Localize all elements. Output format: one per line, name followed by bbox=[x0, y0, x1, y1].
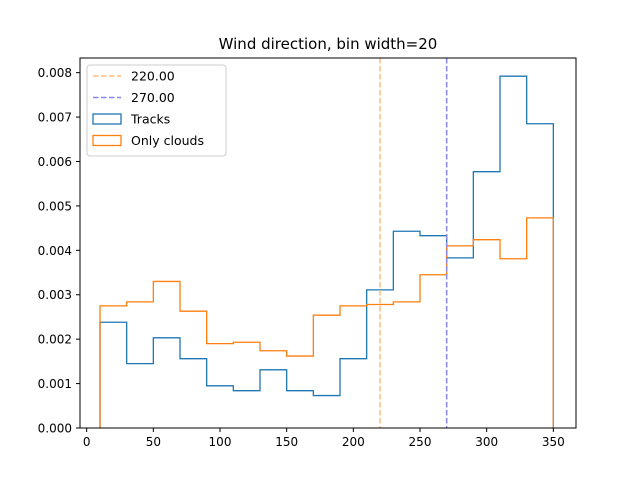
x-tick-label: 0 bbox=[83, 435, 91, 449]
y-tick-label: 0.004 bbox=[38, 244, 72, 258]
x-tick-label: 150 bbox=[275, 435, 298, 449]
legend-box bbox=[86, 64, 227, 157]
y-tick-label: 0.003 bbox=[38, 288, 72, 302]
legend-swatch-patch bbox=[92, 113, 122, 125]
legend-label: 270.00 bbox=[131, 90, 175, 105]
legend-label: Only clouds bbox=[131, 133, 204, 148]
y-tick-label: 0.008 bbox=[38, 66, 72, 80]
histogram-series-tracks bbox=[99, 75, 554, 428]
legend-label: Tracks bbox=[130, 112, 170, 127]
axes: 0 50 100 150 200 250 300 350 0.000 0.001 0.002 0.00… bbox=[38, 57, 577, 449]
plot-area bbox=[99, 58, 554, 428]
y-tick-label: 0.005 bbox=[38, 199, 72, 213]
axes-frame bbox=[79, 57, 577, 429]
y-tick-label: 0.007 bbox=[38, 111, 72, 125]
y-tick-label: 0.000 bbox=[38, 422, 72, 436]
legend-swatch-patch bbox=[92, 134, 122, 147]
y-tick-label: 0.002 bbox=[38, 333, 72, 347]
chart-title: Wind direction, bin width=20 bbox=[219, 35, 438, 53]
x-tick-label: 50 bbox=[146, 435, 161, 449]
x-tick-label: 100 bbox=[209, 435, 232, 449]
y-tick-label: 0.006 bbox=[38, 155, 72, 169]
histogram-series-only-clouds bbox=[99, 217, 554, 428]
x-tick-label: 250 bbox=[409, 435, 432, 449]
legend-label: 220.00 bbox=[131, 69, 175, 84]
x-tick-label: 300 bbox=[475, 435, 498, 449]
x-tick-label: 350 bbox=[542, 435, 565, 449]
x-tick-label: 200 bbox=[342, 435, 365, 449]
legend: 220.00 270.00 Tracks Only clouds bbox=[86, 64, 227, 157]
y-tick-label: 0.001 bbox=[38, 377, 72, 391]
